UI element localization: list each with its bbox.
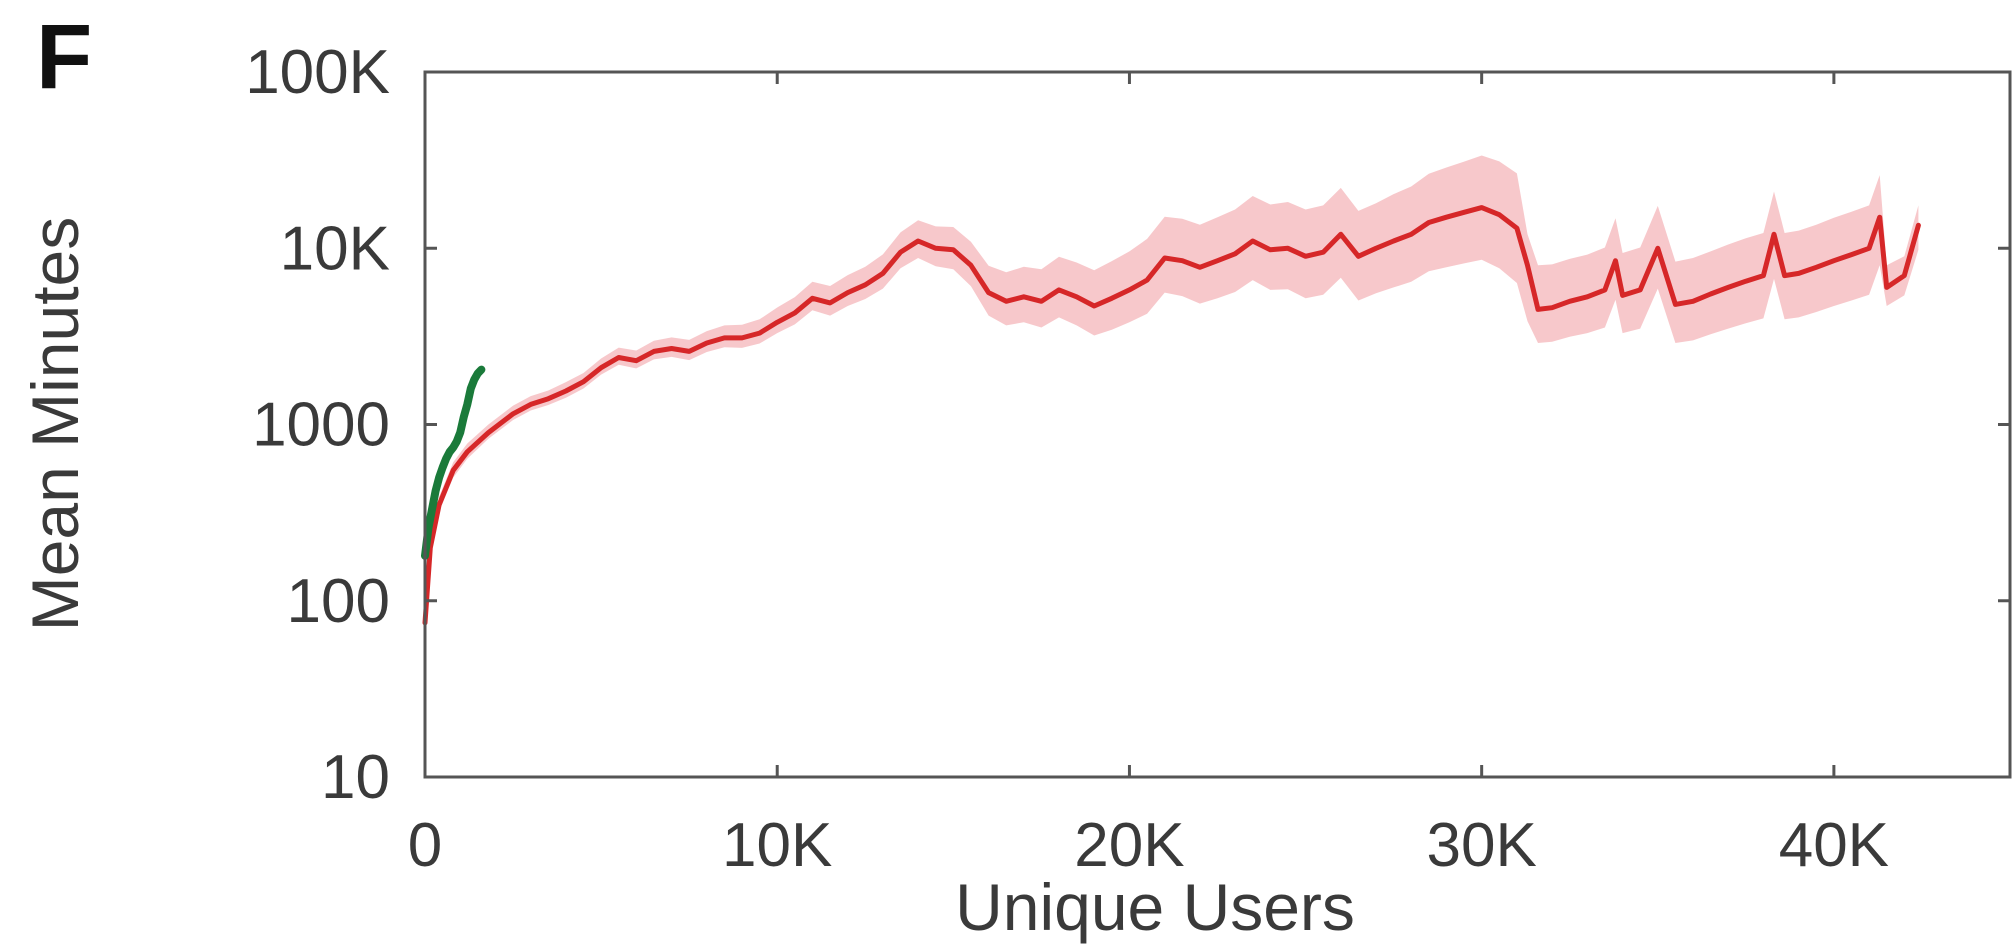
series-1-confidence-band <box>425 155 1919 629</box>
y-axis: 10 100 1000 10K 100K <box>245 38 2010 812</box>
y-tick-label: 10 <box>321 743 390 812</box>
y-tick-label: 10K <box>280 214 390 283</box>
x-tick-label: 0 <box>408 811 442 880</box>
y-tick-label: 100K <box>245 38 390 107</box>
y-tick-label: 1000 <box>252 391 390 460</box>
x-tick-label: 30K <box>1427 811 1537 880</box>
x-tick-label: 20K <box>1074 811 1184 880</box>
x-axis: 0 10K 20K 30K 40K <box>408 72 1889 880</box>
x-tick-label: 10K <box>722 811 832 880</box>
panel-label: F <box>36 6 92 108</box>
y-axis-label: Mean Minutes <box>18 217 92 632</box>
plot-area <box>421 155 1921 629</box>
x-axis-label: Unique Users <box>955 870 1355 944</box>
x-tick-label: 40K <box>1779 811 1889 880</box>
plot-frame <box>423 70 2012 779</box>
series-2-line <box>421 365 486 560</box>
y-tick-label: 100 <box>287 567 390 636</box>
series-1-line <box>422 205 1921 626</box>
